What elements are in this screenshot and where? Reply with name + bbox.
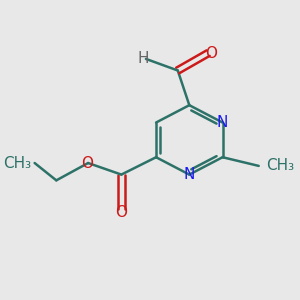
Text: O: O (81, 155, 93, 170)
Text: CH₃: CH₃ (4, 155, 32, 170)
Text: CH₃: CH₃ (266, 158, 294, 173)
Text: N: N (184, 167, 195, 182)
Text: N: N (217, 115, 228, 130)
Text: O: O (205, 46, 217, 61)
Text: O: O (116, 205, 128, 220)
Text: H: H (137, 51, 149, 66)
